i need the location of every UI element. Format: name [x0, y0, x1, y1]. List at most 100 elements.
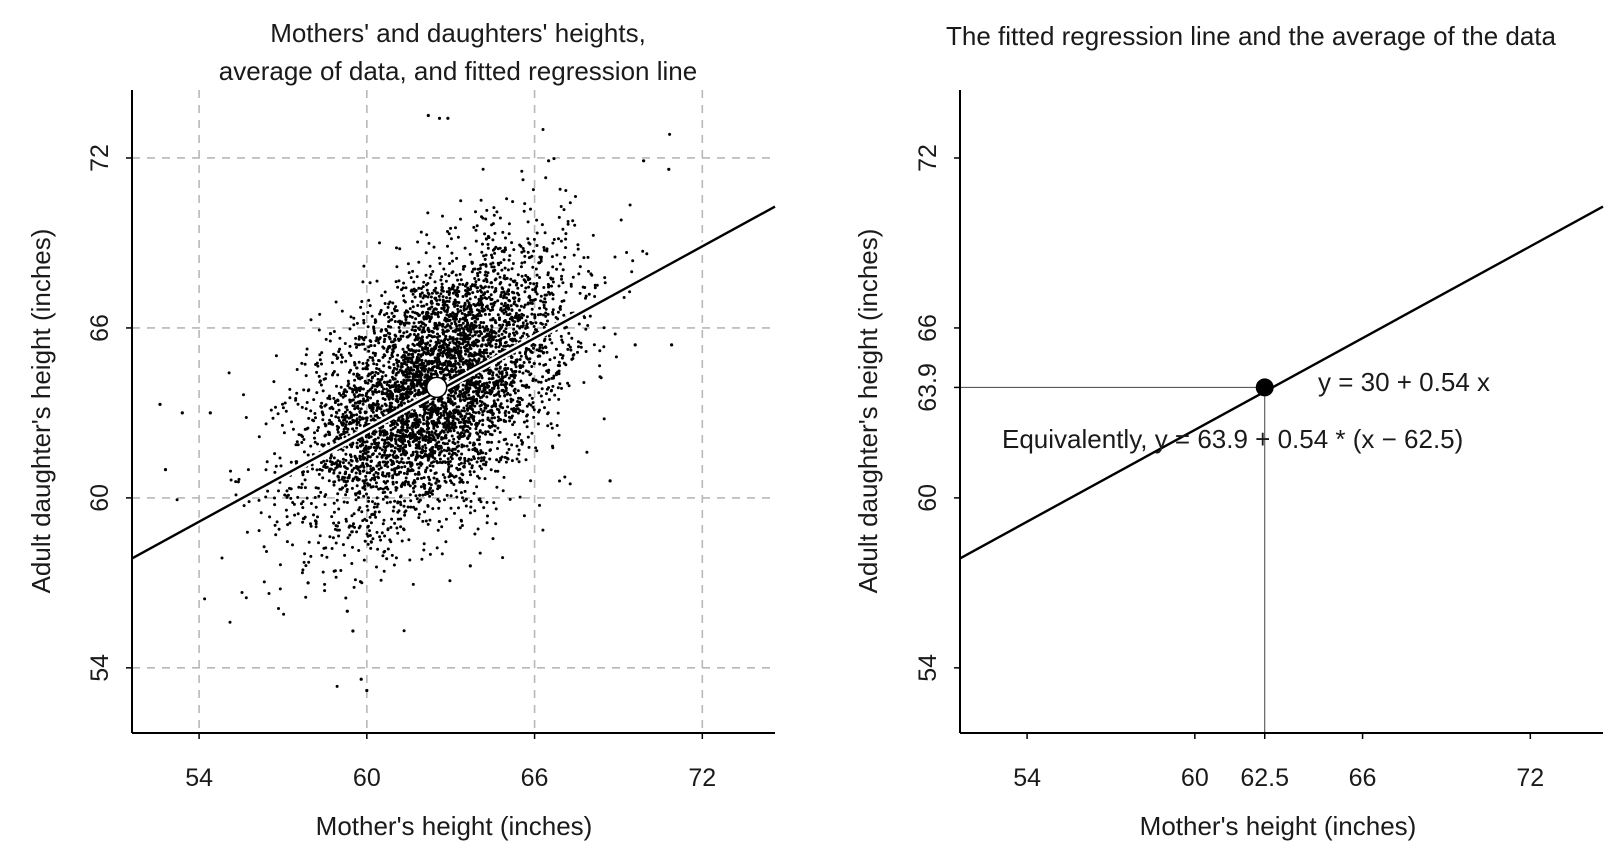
data-point	[537, 391, 541, 395]
data-point	[374, 441, 378, 445]
data-point	[438, 360, 441, 364]
data-point	[425, 466, 429, 470]
data-point	[460, 524, 464, 527]
data-point	[503, 394, 507, 397]
data-point	[398, 500, 402, 504]
data-point	[265, 550, 268, 553]
data-point	[361, 280, 365, 284]
data-point	[257, 498, 261, 502]
data-point	[518, 351, 522, 355]
data-point	[479, 407, 483, 411]
data-point	[417, 466, 421, 470]
data-point	[496, 272, 500, 276]
data-point	[382, 445, 386, 449]
data-point	[586, 324, 590, 327]
data-point	[521, 334, 524, 338]
data-point	[458, 342, 462, 346]
data-point	[460, 443, 464, 447]
data-point	[401, 451, 405, 455]
data-point	[405, 461, 409, 465]
data-point	[559, 334, 563, 338]
data-point	[413, 394, 417, 398]
data-point	[525, 315, 529, 319]
data-point	[391, 422, 395, 426]
data-point	[375, 455, 379, 459]
data-point	[446, 430, 450, 434]
data-point	[480, 383, 484, 386]
data-point	[494, 404, 498, 408]
data-point	[344, 452, 348, 456]
data-point	[354, 475, 358, 479]
data-point	[506, 457, 510, 461]
data-point	[433, 323, 437, 327]
data-point	[489, 318, 493, 322]
data-point	[519, 265, 523, 269]
data-point	[335, 357, 339, 360]
data-point	[360, 416, 364, 420]
data-point	[237, 477, 241, 481]
data-point	[431, 452, 435, 456]
data-point	[327, 479, 331, 483]
data-point	[339, 569, 343, 572]
data-point	[464, 307, 468, 311]
data-point	[551, 312, 555, 316]
data-point	[323, 462, 327, 466]
data-point	[313, 440, 317, 444]
data-point	[474, 375, 478, 379]
data-point	[532, 408, 536, 412]
data-point	[457, 320, 461, 324]
data-point	[439, 371, 443, 375]
data-point	[450, 434, 454, 438]
data-point	[411, 310, 415, 314]
data-point	[379, 308, 383, 312]
data-point	[542, 339, 546, 343]
data-point	[392, 505, 396, 509]
data-point	[454, 337, 458, 341]
data-point	[323, 589, 327, 593]
data-point	[469, 473, 472, 477]
data-point	[559, 353, 562, 356]
data-point	[371, 356, 374, 360]
data-point	[405, 363, 409, 367]
data-point	[505, 399, 509, 403]
data-point	[533, 343, 537, 347]
data-point	[510, 308, 514, 312]
data-point	[409, 356, 413, 360]
data-point	[480, 306, 484, 310]
data-point	[476, 267, 480, 271]
data-point	[400, 288, 403, 292]
data-point	[416, 338, 420, 341]
data-point	[285, 540, 289, 544]
data-point	[493, 251, 497, 255]
data-point	[566, 347, 570, 351]
data-point	[345, 501, 349, 504]
data-point	[468, 441, 472, 445]
data-point	[428, 454, 432, 458]
data-point	[485, 383, 489, 387]
data-point	[480, 297, 484, 300]
data-point	[509, 381, 513, 385]
data-point	[400, 365, 404, 369]
data-point	[465, 323, 469, 327]
data-point	[490, 253, 493, 257]
data-point	[471, 375, 475, 379]
data-point	[441, 214, 444, 218]
data-point	[385, 557, 389, 561]
data-point	[498, 275, 502, 279]
data-point	[350, 514, 354, 518]
data-point	[625, 251, 629, 254]
data-point	[481, 418, 485, 422]
data-point	[478, 326, 482, 330]
data-point	[556, 411, 560, 415]
data-point	[303, 486, 307, 490]
data-point	[444, 334, 448, 338]
data-point	[408, 460, 411, 464]
data-point	[487, 424, 491, 428]
data-point	[393, 425, 397, 429]
data-point	[375, 336, 379, 340]
data-point	[416, 375, 420, 379]
data-point	[508, 332, 512, 336]
data-point	[391, 408, 395, 412]
data-point	[475, 397, 478, 401]
data-point	[494, 342, 498, 346]
